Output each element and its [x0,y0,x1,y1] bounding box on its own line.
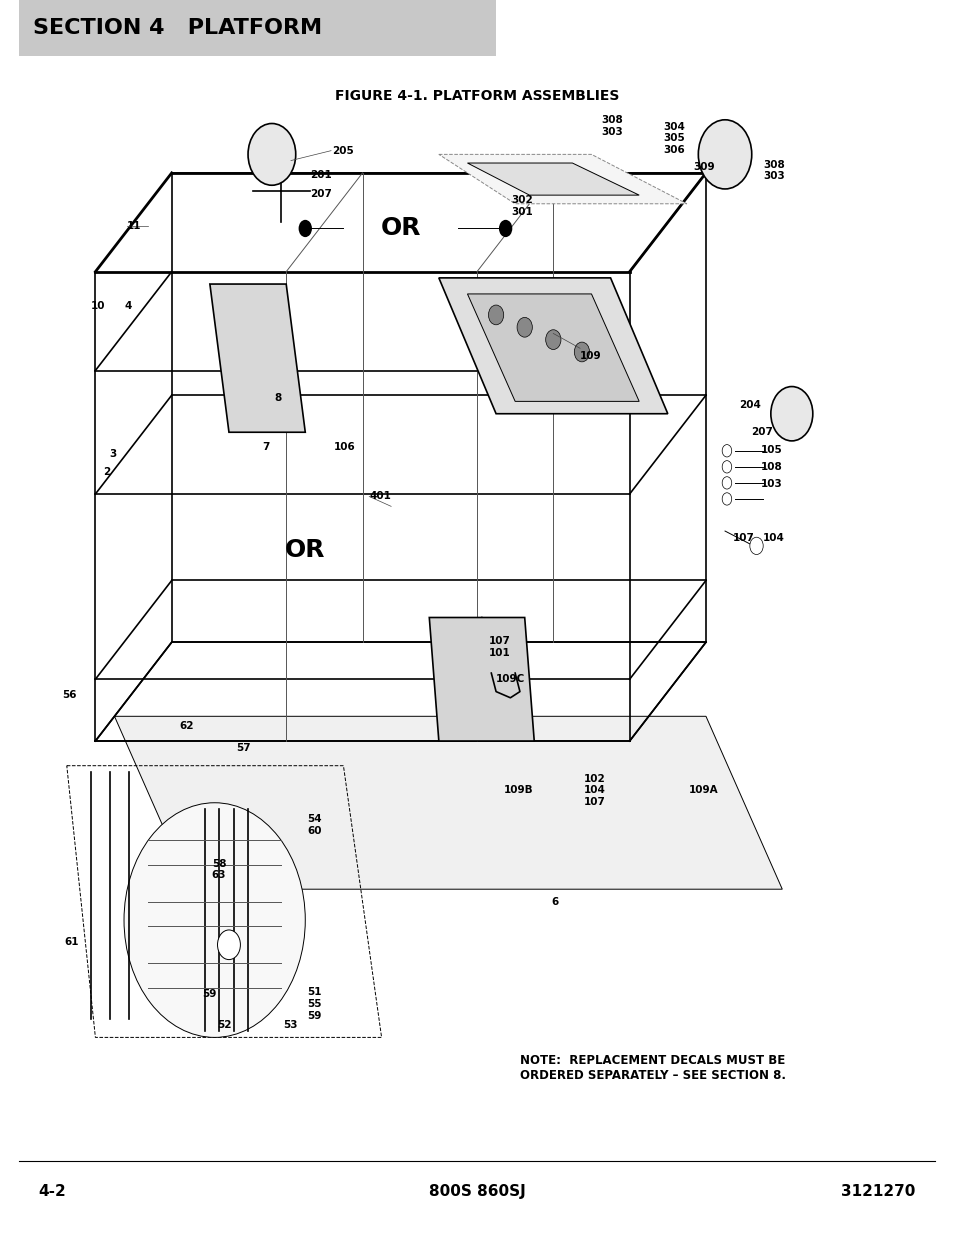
Text: 11: 11 [127,221,141,231]
Polygon shape [114,716,781,889]
Text: 105: 105 [760,445,781,454]
Polygon shape [438,278,667,414]
Circle shape [698,120,751,189]
Circle shape [770,387,812,441]
Text: 107: 107 [732,534,754,543]
Text: 308
303: 308 303 [600,115,622,137]
Text: 58
63: 58 63 [212,858,226,881]
Text: 207: 207 [750,427,772,437]
Text: 52: 52 [217,1020,232,1030]
Text: 3: 3 [110,450,117,459]
Text: OR: OR [380,216,420,241]
Text: 103: 103 [760,479,781,489]
Circle shape [721,477,731,489]
Polygon shape [467,163,639,195]
Text: 6: 6 [551,897,558,906]
Text: 107
101: 107 101 [488,636,510,658]
Polygon shape [438,154,686,204]
Text: SECTION 4   PLATFORM: SECTION 4 PLATFORM [33,17,322,38]
Text: 57: 57 [236,743,251,753]
Text: 204: 204 [739,400,760,410]
Text: 56: 56 [62,690,76,700]
Text: 109B: 109B [503,785,533,795]
Text: 106: 106 [334,442,355,452]
Text: 7: 7 [262,442,270,452]
Text: 109: 109 [579,351,601,361]
Text: 4: 4 [124,301,132,311]
Circle shape [749,537,762,555]
Text: 53: 53 [283,1020,297,1030]
Polygon shape [210,284,305,432]
Circle shape [721,493,731,505]
Circle shape [248,124,295,185]
Text: 205: 205 [332,146,354,156]
Text: 309: 309 [693,162,715,172]
Text: 54
60: 54 60 [307,814,321,836]
Text: 3121270: 3121270 [841,1184,915,1199]
Text: 108: 108 [760,462,781,472]
Text: 201: 201 [310,170,332,180]
Text: 59: 59 [202,989,216,999]
Circle shape [217,930,240,960]
Text: 304
305
306: 304 305 306 [662,122,684,154]
Text: 61: 61 [64,937,78,947]
Text: 4-2: 4-2 [38,1184,66,1199]
Text: 401: 401 [369,492,391,501]
Text: 109C: 109C [496,674,525,684]
Text: 2: 2 [103,467,111,477]
Text: OR: OR [285,537,325,562]
Text: 302
301: 302 301 [511,195,533,217]
Text: 207: 207 [310,189,332,199]
Text: 109A: 109A [688,785,718,795]
Circle shape [124,803,305,1037]
Circle shape [545,330,560,350]
Text: 10: 10 [91,301,105,311]
Polygon shape [467,294,639,401]
Polygon shape [429,618,534,741]
Circle shape [517,317,532,337]
Text: 8: 8 [274,393,282,403]
Text: 800S 860SJ: 800S 860SJ [428,1184,525,1199]
Circle shape [498,220,512,237]
Circle shape [721,461,731,473]
Text: NOTE:  REPLACEMENT DECALS MUST BE
ORDERED SEPARATELY – SEE SECTION 8.: NOTE: REPLACEMENT DECALS MUST BE ORDERED… [519,1055,785,1082]
Circle shape [298,220,312,237]
Text: 104: 104 [762,534,784,543]
Text: 51
55
59: 51 55 59 [307,988,321,1020]
Circle shape [721,445,731,457]
Text: 308
303: 308 303 [762,159,784,182]
Text: 62: 62 [179,721,193,731]
Circle shape [488,305,503,325]
Text: 102
104
107: 102 104 107 [583,774,605,806]
Text: FIGURE 4-1. PLATFORM ASSEMBLIES: FIGURE 4-1. PLATFORM ASSEMBLIES [335,89,618,104]
FancyBboxPatch shape [19,0,496,56]
Circle shape [574,342,589,362]
